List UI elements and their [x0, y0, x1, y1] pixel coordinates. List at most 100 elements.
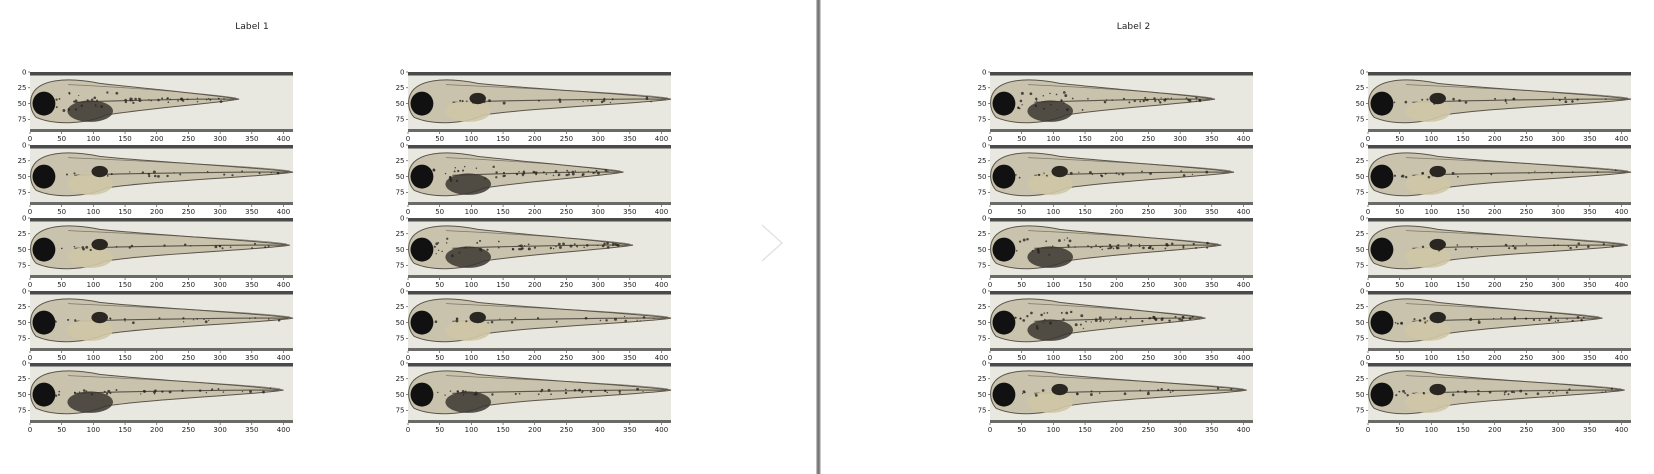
x-tick-label: 50: [1017, 208, 1026, 216]
pigment-spot: [1035, 97, 1038, 101]
x-tick-label: 100: [87, 354, 100, 362]
pigment-spot: [1525, 317, 1528, 320]
channel-edge-top: [990, 145, 1253, 149]
pigment-spot: [1554, 320, 1557, 323]
pigment-spot: [214, 245, 218, 249]
yolk-sac: [1027, 391, 1074, 413]
pigment-spot: [434, 320, 438, 324]
x-tick-label: 150: [1078, 281, 1091, 289]
pigment-spot: [1572, 171, 1574, 173]
pigment-spot: [1524, 392, 1527, 395]
pigment-spot: [1477, 389, 1480, 392]
larva-image-p2-c2-r3: 0 25 50 75 0 50 100 150 200 250 300 350 400: [1356, 214, 1631, 289]
pigment-spot: [602, 99, 606, 102]
y-tick-label: 50: [1356, 246, 1365, 254]
x-tick-label: 0: [406, 354, 410, 362]
pigment-spot: [1569, 246, 1572, 250]
pigment-spot: [1164, 98, 1167, 101]
x-tick-label: 50: [57, 135, 66, 143]
pigment-spot: [1130, 243, 1133, 247]
pigment-spot: [536, 317, 540, 320]
pigment-spot: [564, 391, 568, 395]
pigment-spot: [1602, 243, 1605, 246]
pigment-spot: [1141, 319, 1144, 323]
panel-splitter[interactable]: [816, 0, 821, 474]
pigment-spot: [1394, 321, 1397, 324]
pigment-spot: [1128, 247, 1130, 249]
y-tick-label: 75: [1356, 189, 1365, 197]
x-tick-label: 300: [1551, 354, 1564, 362]
pigment-spot: [1149, 317, 1152, 319]
pigment-spot: [1580, 319, 1583, 322]
pigment-spot: [491, 393, 494, 396]
pigment-spot: [1513, 246, 1517, 250]
y-tick-label: 75: [396, 407, 405, 415]
pigment-spot: [1101, 248, 1104, 251]
y-tick-label: 0: [22, 359, 26, 367]
pigment-spot: [1398, 390, 1401, 393]
pigment-spot: [1102, 319, 1105, 322]
y-tick-label: 25: [18, 375, 27, 383]
pigment-spot: [611, 98, 614, 101]
eye: [1370, 91, 1394, 116]
x-tick-label: 50: [57, 281, 66, 289]
y-tick-label: 50: [396, 391, 405, 399]
pigment-spot: [1070, 310, 1073, 314]
pigment-spot: [115, 91, 119, 95]
channel-edge-bottom: [30, 202, 293, 205]
pigment-spot: [606, 241, 609, 245]
chevron-right-icon[interactable]: [758, 223, 786, 263]
channel-edge-bottom: [408, 348, 671, 351]
x-tick-label: 150: [1456, 281, 1469, 289]
y-tick-label: 0: [1360, 359, 1364, 367]
pigment-spot: [492, 165, 495, 169]
x-tick-label: 100: [465, 208, 478, 216]
pigment-spot: [1452, 97, 1455, 101]
pigment-spot: [1121, 172, 1125, 176]
x-tick-label: 50: [435, 354, 444, 362]
pigment-spot: [106, 174, 109, 177]
pigment-spot: [1152, 316, 1156, 320]
x-tick-label: 100: [1047, 426, 1060, 434]
pigment-spot: [587, 100, 589, 102]
y-tick-label: 75: [396, 335, 405, 343]
pigment-spot: [623, 315, 626, 318]
x-tick-label: 50: [57, 426, 66, 434]
pigment-spot: [1160, 388, 1163, 391]
pigment-spot: [74, 108, 78, 111]
pigment-spot: [1034, 104, 1038, 108]
pigment-spot: [653, 317, 655, 319]
x-tick-label: 100: [1425, 354, 1438, 362]
pigment-spot: [55, 106, 58, 109]
x-tick-label: 250: [182, 135, 195, 143]
x-tick-label: 350: [1583, 135, 1596, 143]
pigment-spot: [624, 319, 627, 323]
pigment-spot: [537, 393, 540, 396]
x-tick-label: 400: [655, 426, 668, 434]
y-tick-label: 75: [978, 116, 987, 124]
pigment-spot: [1396, 322, 1399, 325]
pigment-spot: [578, 388, 582, 392]
x-tick-label: 400: [1237, 354, 1250, 362]
pigment-spot: [208, 97, 210, 100]
pigment-spot: [1548, 391, 1551, 394]
pigment-spot: [1107, 247, 1110, 250]
larva-image-p1-c2-r2: 0 25 50 75 0 50 100 150 200 250 300 350 400: [396, 141, 671, 216]
x-tick-label: 100: [1425, 426, 1438, 434]
channel-edge-top: [30, 218, 293, 222]
pigment-spot: [1015, 249, 1018, 252]
x-tick-label: 350: [245, 208, 258, 216]
pigment-spot: [639, 320, 641, 322]
pigment-spot: [645, 97, 649, 101]
pigment-spot: [461, 100, 464, 103]
pigment-spot: [1534, 170, 1536, 172]
pigment-spot: [169, 98, 172, 100]
pigment-spot: [1513, 391, 1516, 394]
pigment-spot: [455, 179, 459, 183]
pigment-spot: [1088, 171, 1092, 175]
y-tick-label: 25: [396, 303, 405, 311]
x-tick-label: 350: [1583, 426, 1596, 434]
x-tick-label: 50: [1017, 135, 1026, 143]
pigment-spot: [571, 170, 574, 174]
x-tick-label: 200: [528, 426, 541, 434]
